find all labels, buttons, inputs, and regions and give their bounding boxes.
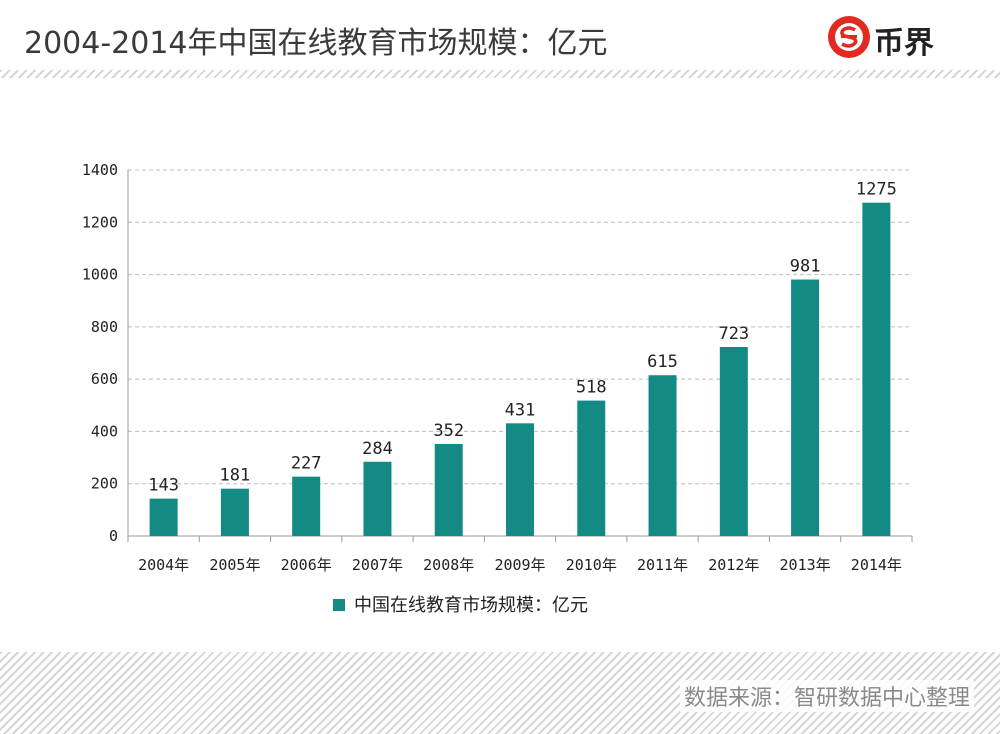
data-label: 431 bbox=[505, 400, 536, 420]
bar bbox=[506, 423, 534, 536]
data-label: 284 bbox=[362, 439, 393, 459]
x-tick-label: 2012年 bbox=[708, 556, 759, 574]
x-tick-label: 2014年 bbox=[851, 556, 902, 574]
data-label: 227 bbox=[291, 454, 322, 474]
bar bbox=[434, 443, 463, 536]
x-tick-label: 2008年 bbox=[423, 556, 474, 574]
data-label: 352 bbox=[433, 421, 464, 441]
page-title: 2004-2014年中国在线教育市场规模：亿元 bbox=[24, 26, 608, 61]
data-label: 615 bbox=[647, 352, 678, 372]
bar bbox=[577, 400, 606, 536]
y-tick-label: 600 bbox=[91, 370, 118, 388]
bar bbox=[292, 476, 321, 536]
data-label: 518 bbox=[576, 378, 607, 398]
currency-s-logo-icon bbox=[828, 16, 870, 58]
source-note: 数据来源：智研数据中心整理 bbox=[679, 680, 974, 712]
x-tick-label: 2007年 bbox=[352, 556, 403, 574]
legend-swatch bbox=[333, 599, 345, 611]
x-tick-label: 2006年 bbox=[281, 556, 332, 574]
bar bbox=[220, 488, 249, 536]
bar bbox=[862, 202, 891, 536]
bar bbox=[648, 375, 677, 536]
x-tick-label: 2013年 bbox=[780, 556, 831, 574]
legend-label: 中国在线教育市场规模：亿元 bbox=[354, 595, 588, 616]
y-tick-label: 1200 bbox=[82, 213, 118, 231]
data-label: 981 bbox=[790, 257, 821, 277]
data-label: 1275 bbox=[856, 180, 897, 200]
bar bbox=[149, 498, 178, 536]
bar bbox=[791, 279, 820, 536]
header: 2004-2014年中国在线教育市场规模：亿元 币界 bbox=[0, 0, 1000, 76]
y-tick-label: 400 bbox=[91, 422, 118, 440]
y-tick-label: 1000 bbox=[82, 266, 118, 284]
x-tick-label: 2011年 bbox=[637, 556, 688, 574]
y-tick-label: 200 bbox=[91, 475, 118, 493]
data-label: 723 bbox=[718, 324, 749, 344]
y-tick-label: 1400 bbox=[82, 161, 118, 179]
x-tick-label: 2009年 bbox=[494, 556, 545, 574]
bar bbox=[363, 461, 392, 536]
y-tick-label: 800 bbox=[91, 318, 118, 336]
x-tick-label: 2004年 bbox=[138, 556, 189, 574]
x-tick-label: 2010年 bbox=[566, 556, 617, 574]
bar bbox=[719, 346, 748, 536]
y-tick-label: 0 bbox=[109, 527, 118, 545]
brand-logo: 币界 bbox=[826, 14, 976, 61]
x-tick-label: 2005年 bbox=[209, 556, 260, 574]
data-label: 143 bbox=[148, 476, 179, 496]
data-label: 181 bbox=[220, 466, 251, 486]
logo-text: 币界 bbox=[874, 26, 934, 61]
header-divider bbox=[0, 70, 1000, 78]
